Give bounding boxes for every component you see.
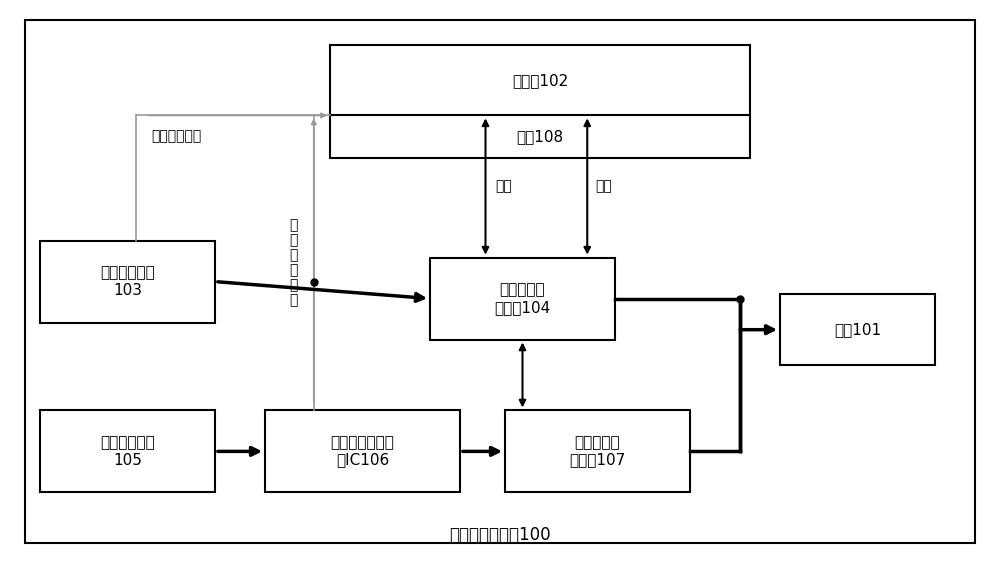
Bar — [505, 410, 690, 492]
Bar — [265, 410, 460, 492]
Text: 处理器102: 处理器102 — [512, 73, 568, 88]
Text: 无线充电接口
105: 无线充电接口 105 — [100, 435, 155, 468]
Text: 基带108: 基带108 — [516, 130, 564, 144]
Bar — [40, 410, 215, 492]
Bar — [780, 294, 935, 365]
Text: 第一电源管
理芯片104: 第一电源管 理芯片104 — [494, 282, 551, 315]
Text: 通讯: 通讯 — [595, 179, 612, 194]
Text: 有线充电接口
103: 有线充电接口 103 — [100, 265, 155, 298]
Text: 第二电源管
理芯片107: 第二电源管 理芯片107 — [569, 435, 626, 468]
Text: 电池101: 电池101 — [834, 322, 881, 337]
Text: 有线充电状态: 有线充电状态 — [151, 130, 202, 144]
Bar — [330, 45, 750, 158]
Text: 无
线
充
电
状
态: 无 线 充 电 状 态 — [290, 218, 298, 308]
Text: 通讯: 通讯 — [496, 179, 512, 194]
Bar — [430, 258, 615, 340]
Text: 无线充电管理芯
片IC106: 无线充电管理芯 片IC106 — [331, 435, 394, 468]
Text: 双通道充电系统100: 双通道充电系统100 — [449, 526, 551, 544]
Bar — [40, 241, 215, 323]
